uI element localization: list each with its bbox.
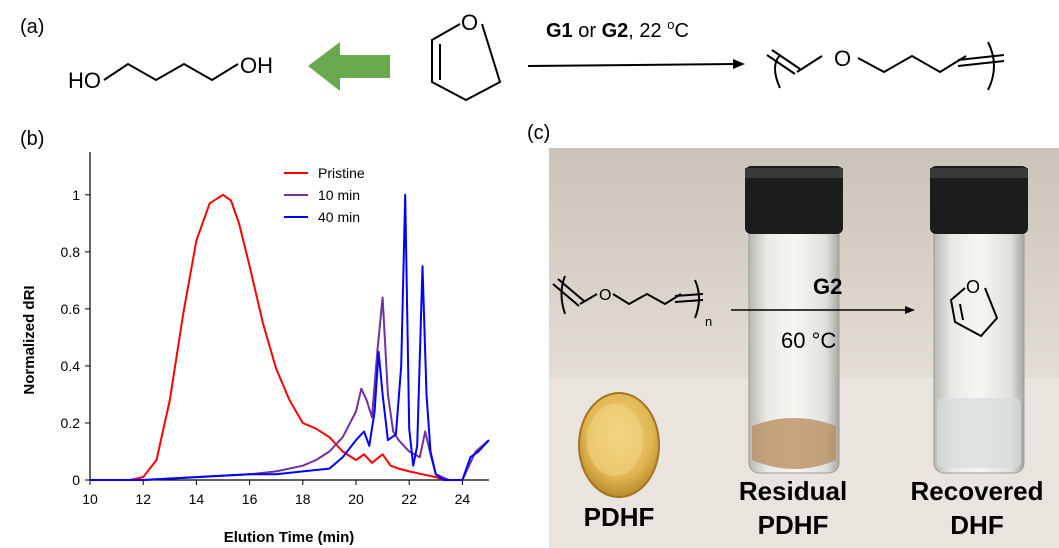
reaction-arrow-head-icon — [733, 59, 745, 69]
photo-polymer-oxygen: O — [599, 287, 611, 304]
depolymerization-scheme: O n G2 60 °C O — [552, 274, 999, 353]
series-line-10-min — [90, 296, 490, 481]
butanediol-structure: HO OH — [68, 53, 273, 93]
photo-label-recovered-dhf: DHF — [950, 510, 1003, 540]
x-tick-label: 12 — [135, 491, 151, 507]
series-line-40-min — [90, 193, 490, 481]
photo-label-pdhf: PDHF — [584, 502, 655, 532]
svg-text:G1 or G2, 22 oC: G1 or G2, 22 oC — [546, 17, 689, 42]
catalyst-g1: G1 — [546, 20, 573, 42]
pdhf-structure: O — [766, 41, 1005, 91]
dhf-structure: O — [431, 10, 502, 102]
photo-dhf-oxygen: O — [966, 277, 980, 297]
y-tick-label: 0.6 — [61, 301, 81, 317]
x-tick-label: 20 — [348, 491, 364, 507]
vial-cap-icon — [745, 166, 843, 234]
x-tick-label: 10 — [82, 491, 98, 507]
y-axis-label: Normalized dRI — [21, 285, 38, 394]
dhf-oxygen-label: O — [461, 10, 478, 35]
photo-temperature-label: 60 °C — [781, 328, 836, 353]
photo-label-residual-pdhf: PDHF — [758, 510, 829, 540]
photo-label-residual: Residual — [739, 476, 847, 506]
y-tick-label: 1 — [72, 187, 80, 203]
series-line-pristine — [90, 193, 463, 481]
x-tick-label: 22 — [401, 491, 417, 507]
x-tick-label: 14 — [189, 491, 205, 507]
diol-ho-label: HO — [68, 68, 101, 93]
reaction-scheme: HO OH O G1 or G2, 22 oC O — [68, 10, 1005, 102]
x-axis-label: Elution Time (min) — [224, 529, 355, 546]
left-arrow-icon — [308, 42, 390, 91]
photo-arrow-head-icon — [905, 306, 915, 314]
y-tick-label: 0.2 — [61, 415, 81, 431]
photo-catalyst-label: G2 — [813, 274, 842, 299]
vial-cap-icon — [930, 166, 1028, 234]
condition-degree: o — [667, 17, 674, 32]
gpc-chart: 0 0.2 0.4 0.6 0.8 1 10 12 14 16 18 20 22 24 Pristine… — [21, 152, 490, 546]
condition-or: or — [573, 20, 602, 42]
legend-label: 10 min — [318, 187, 360, 203]
condition-celsius: C — [674, 20, 688, 42]
polymer-oxygen-label: O — [834, 46, 851, 71]
reaction-condition: G1 or G2, 22 oC — [527, 17, 745, 69]
polymer-subscript-n: n — [705, 314, 712, 329]
catalyst-g2: G2 — [602, 20, 629, 42]
photo-panel: O n G2 60 °C O PDHF Residual PDHF Recove… — [549, 148, 1059, 548]
x-tick-label: 24 — [455, 491, 471, 507]
x-tick-label: 16 — [242, 491, 258, 507]
legend-label: Pristine — [318, 165, 365, 181]
y-tick-label: 0.4 — [61, 358, 81, 374]
condition-temp: , 22 — [628, 20, 667, 42]
vial-residual-pdhf — [745, 166, 843, 474]
diol-oh-label: OH — [240, 53, 273, 78]
y-tick-label: 0.8 — [61, 244, 81, 260]
photo-label-recovered: Recovered — [911, 476, 1044, 506]
panel-label-a: (a) — [20, 16, 45, 38]
vial-recovered-dhf — [930, 166, 1028, 474]
legend-label: 40 min — [318, 209, 360, 225]
panel-label-c: (c) — [527, 122, 551, 144]
y-tick-label: 0 — [72, 472, 80, 488]
x-tick-label: 18 — [295, 491, 311, 507]
panel-label-b: (b) — [20, 128, 45, 150]
pdhf-plug — [578, 392, 660, 498]
